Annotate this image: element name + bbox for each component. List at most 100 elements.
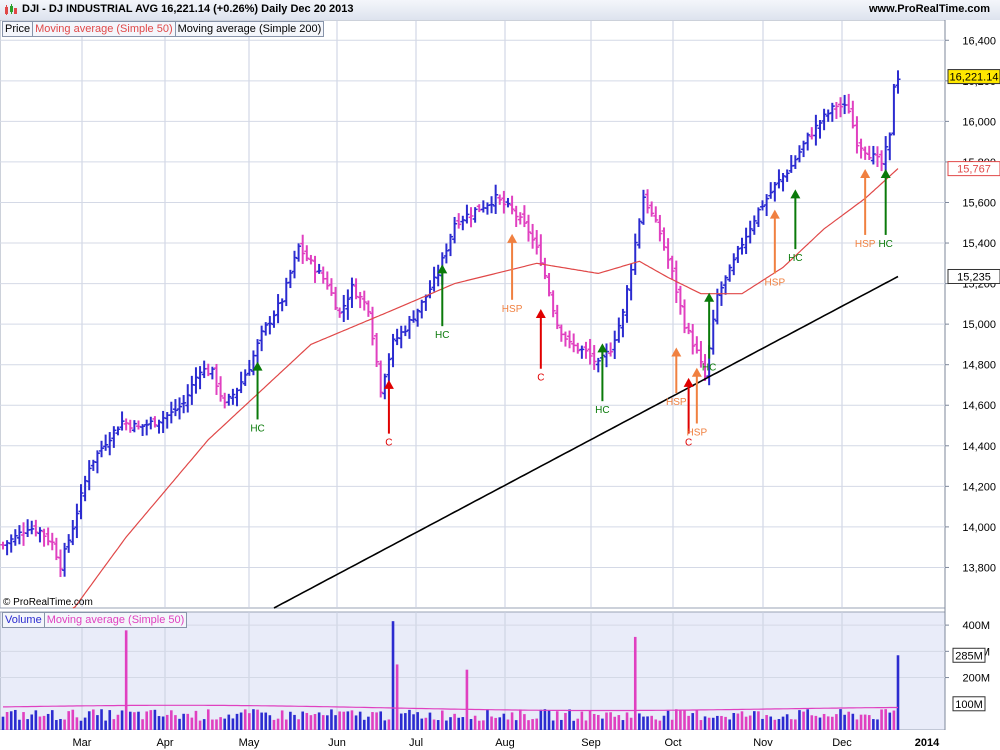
volume-bar	[621, 720, 625, 730]
volume-bar	[219, 717, 222, 730]
ohlc-bar	[452, 216, 458, 244]
volume-bar	[375, 712, 378, 730]
legend-ma50[interactable]: Moving average (Simple 50)	[32, 21, 176, 37]
ohlc-bar	[33, 519, 39, 537]
price-tag-label: 16,221.14	[950, 72, 999, 84]
volume-bar	[851, 713, 855, 730]
ohlc-bar	[99, 440, 105, 458]
ohlc-bar	[517, 212, 523, 225]
ohlc-bar	[349, 277, 355, 308]
volume-bar	[42, 715, 46, 730]
volume-bar	[843, 714, 846, 730]
y-tick-label: 13,800	[962, 562, 996, 574]
volume-bar	[305, 712, 309, 730]
volume-bar	[293, 714, 296, 730]
volume-bar	[831, 716, 834, 730]
volume-bar	[59, 718, 62, 730]
volume-bar	[654, 719, 658, 730]
site-url[interactable]: www.ProRealTime.com	[868, 3, 990, 15]
volume-bar	[781, 716, 785, 730]
legend-price[interactable]: Price	[2, 21, 34, 37]
volume-bar	[482, 720, 485, 730]
annotation-arrowhead	[507, 233, 518, 243]
volume-bar	[30, 714, 34, 730]
volume-bar	[124, 630, 128, 730]
volume-bar	[789, 719, 793, 730]
volume-bar	[428, 712, 432, 730]
volume-bar	[436, 720, 440, 730]
ohlc-bar	[858, 138, 864, 159]
ohlc-bar	[448, 233, 453, 257]
volume-bar	[502, 713, 506, 730]
volume-bar	[354, 715, 358, 730]
ohlc-bar	[616, 317, 622, 343]
volume-tag-label: 100M	[955, 699, 983, 711]
ohlc-bar	[296, 243, 302, 262]
ohlc-bar	[698, 340, 704, 368]
x-tick-label: Apr	[156, 737, 173, 749]
ohlc-bar	[669, 255, 675, 280]
volume-bar	[867, 715, 871, 730]
volume-bar	[420, 718, 424, 730]
volume-bar	[215, 719, 218, 730]
ohlc-bar	[542, 257, 548, 280]
ohlc-bar	[361, 290, 367, 311]
volume-bar	[560, 719, 563, 730]
annotation-arrowhead	[383, 379, 394, 389]
ohlc-bar	[772, 181, 778, 202]
volume-bar	[539, 709, 543, 730]
ohlc-bar	[497, 194, 503, 205]
volume-bar	[120, 710, 124, 730]
volume-bar	[896, 655, 900, 730]
legend-volume-ma[interactable]: Moving average (Simple 50)	[43, 612, 188, 628]
volume-bar	[75, 717, 79, 730]
ohlc-bar	[411, 310, 417, 323]
volume-tag: 100M	[952, 696, 986, 712]
volume-bar	[202, 719, 206, 730]
ohlc-bar	[86, 460, 92, 491]
volume-bar	[231, 718, 235, 730]
ohlc-bar	[640, 189, 646, 225]
ohlc-bar	[862, 146, 868, 160]
annotation-label: HC	[788, 253, 802, 264]
volume-bar	[453, 713, 456, 730]
volume-bar	[646, 716, 649, 730]
volume-bar	[100, 709, 103, 730]
ohlc-bar	[739, 237, 745, 255]
ohlc-bar	[382, 373, 388, 400]
ohlc-bar	[731, 253, 737, 276]
legend-volume[interactable]: Volume	[2, 612, 45, 628]
volume-tag: 285M	[952, 647, 986, 663]
volume-tick-label: 200M	[962, 673, 990, 685]
ohlc-bar	[443, 243, 449, 264]
volume-bar	[194, 710, 198, 730]
annotation-label: C	[385, 438, 392, 449]
ohlc-bar	[866, 145, 872, 161]
volume-bar	[744, 716, 748, 730]
annotation-hc: HC	[595, 343, 610, 416]
ohlc-bar	[345, 289, 351, 320]
volume-bar	[490, 716, 493, 730]
annotation-arrowhead	[691, 367, 702, 377]
volume-bar	[551, 720, 555, 730]
volume-bar	[822, 713, 826, 730]
y-tick-label: 16,400	[962, 35, 996, 47]
annotation-label: HSP	[765, 277, 786, 288]
volume-bar	[670, 719, 674, 730]
ohlc-bar	[37, 527, 43, 543]
ohlc-bar	[144, 419, 150, 436]
volume-tag-box	[952, 647, 986, 663]
ohlc-bar	[49, 532, 55, 551]
volume-bar	[350, 710, 354, 730]
volume-bar	[810, 715, 814, 730]
ohlc-bar	[287, 269, 293, 289]
volume-bar	[449, 717, 452, 730]
ohlc-bar	[530, 223, 536, 249]
legend-ma200[interactable]: Moving average (Simple 200)	[174, 21, 325, 37]
ohlc-bar	[760, 200, 766, 211]
volume-bar	[794, 719, 797, 730]
ohlc-bar	[554, 304, 560, 330]
ohlc-bar	[883, 136, 889, 172]
ohlc-bar	[177, 397, 183, 420]
volume-bar	[309, 715, 313, 730]
